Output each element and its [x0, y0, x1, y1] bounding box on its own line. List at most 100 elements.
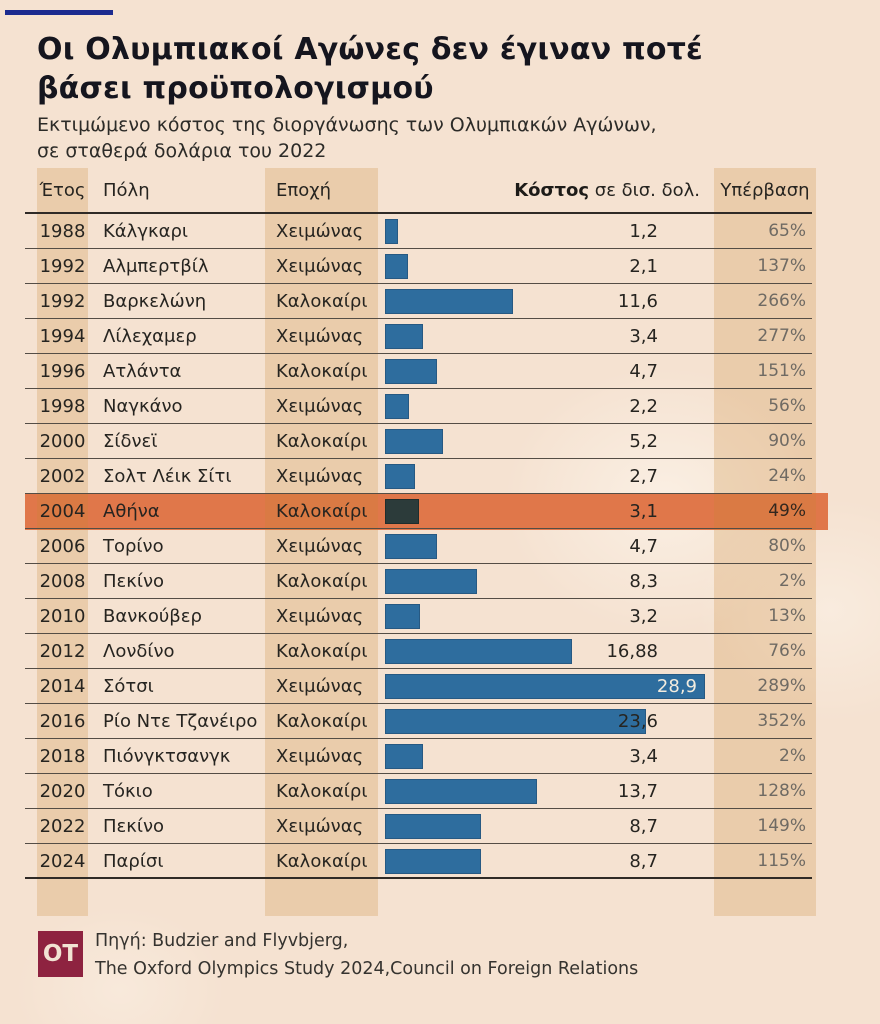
- overrun-value: 128%: [757, 781, 806, 801]
- table-row: 2012 Λονδίνο Καλοκαίρι 16,88 76%: [0, 634, 880, 669]
- page-subtitle-line2: σε σταθερά δολάρια του 2022: [37, 140, 327, 162]
- city-cell: Κάλγκαρι: [103, 221, 188, 242]
- ot-logo: OT: [38, 931, 83, 977]
- overrun-value: 13%: [768, 606, 806, 626]
- city-cell: Πιόνγκτσανγκ: [103, 746, 231, 767]
- overrun-value: 149%: [757, 816, 806, 836]
- cost-bar: [385, 814, 481, 839]
- cost-value: 8,7: [629, 851, 658, 872]
- table-row: 2020 Τόκιο Καλοκαίρι 13,7 128%: [0, 774, 880, 809]
- season-cell: Χειμώνας: [276, 466, 364, 487]
- cost-value: 3,1: [629, 501, 658, 522]
- table-row: 1992 Βαρκελώνη Καλοκαίρι 11,6 266%: [0, 284, 880, 319]
- table-row: 1988 Κάλγκαρι Χειμώνας 1,2 65%: [0, 214, 880, 249]
- table-row: 2018 Πιόνγκτσανγκ Χειμώνας 3,4 2%: [0, 739, 880, 774]
- cost-bar: [385, 849, 481, 874]
- source-line2: The Oxford Olympics Study 2024,Council o…: [95, 959, 639, 979]
- cost-value: 23,6: [617, 711, 658, 732]
- cost-value: 2,7: [629, 466, 658, 487]
- year-cell: 2000: [39, 431, 86, 452]
- table-row: 1996 Ατλάντα Καλοκαίρι 4,7 151%: [0, 354, 880, 389]
- season-cell: Καλοκαίρι: [276, 361, 368, 382]
- cost-value: 28,9: [656, 676, 697, 697]
- overrun-value: 151%: [757, 361, 806, 381]
- season-cell: Χειμώνας: [276, 221, 364, 242]
- cost-bar: [385, 359, 437, 384]
- cost-value: 2,2: [629, 396, 658, 417]
- ot-logo-text: OT: [42, 941, 79, 967]
- table-row: 2000 Σίδνεϊ Καλοκαίρι 5,2 90%: [0, 424, 880, 459]
- year-cell: 1988: [39, 221, 86, 242]
- season-cell: Χειμώνας: [276, 676, 364, 697]
- year-cell: 2002: [39, 466, 86, 487]
- header-cost-bold: Κόστος: [514, 180, 590, 201]
- table-row: 2010 Βανκούβερ Χειμώνας 3,2 13%: [0, 599, 880, 634]
- table-row: 2008 Πεκίνο Καλοκαίρι 8,3 2%: [0, 564, 880, 599]
- cost-value: 2,1: [629, 256, 658, 277]
- table-row: 2022 Πεκίνο Χειμώνας 8,7 149%: [0, 809, 880, 844]
- overrun-value: 49%: [768, 501, 806, 521]
- overrun-value: 289%: [757, 676, 806, 696]
- overrun-value: 80%: [768, 536, 806, 556]
- cost-value: 1,2: [629, 221, 658, 242]
- city-cell: Ρίο Ντε Τζανέιρο: [103, 711, 258, 732]
- table-row: 2016 Ρίο Ντε Τζανέιρο Καλοκαίρι 23,6 352%: [0, 704, 880, 739]
- overrun-value: 266%: [757, 291, 806, 311]
- year-cell: 2014: [39, 676, 86, 697]
- season-cell: Καλοκαίρι: [276, 641, 368, 662]
- cost-bar: [385, 569, 477, 594]
- season-cell: Χειμώνας: [276, 256, 364, 277]
- cost-bar: [385, 324, 423, 349]
- page-title-line1: Οι Ολυμπιακοί Αγώνες δεν έγιναν ποτέ: [37, 32, 703, 67]
- city-cell: Τορίνο: [103, 536, 164, 557]
- cost-value: 4,7: [629, 361, 658, 382]
- cost-value: 13,7: [617, 781, 658, 802]
- olympics-cost-table: Έτος Πόλη Εποχή Κόστος σε δισ. δολ. Υπέρ…: [0, 168, 880, 916]
- page-subtitle: Εκτιμώμενο κόστος της διοργάνωσης των Ολ…: [37, 112, 657, 164]
- year-cell: 2018: [39, 746, 86, 767]
- season-cell: Χειμώνας: [276, 746, 364, 767]
- page-title: Οι Ολυμπιακοί Αγώνες δεν έγιναν ποτέ βάσ…: [37, 30, 703, 108]
- year-cell: 2008: [39, 571, 86, 592]
- season-cell: Καλοκαίρι: [276, 431, 368, 452]
- cost-value: 3,4: [629, 746, 658, 767]
- year-cell: 2012: [39, 641, 86, 662]
- season-cell: Καλοκαίρι: [276, 571, 368, 592]
- season-cell: Καλοκαίρι: [276, 291, 368, 312]
- table-row: 2006 Τορίνο Χειμώνας 4,7 80%: [0, 529, 880, 564]
- season-cell: Χειμώνας: [276, 606, 364, 627]
- year-cell: 2004: [39, 501, 86, 522]
- cost-bar: [385, 429, 443, 454]
- year-cell: 1992: [39, 291, 86, 312]
- header-year: Έτος: [39, 180, 86, 201]
- cost-bar: [385, 744, 423, 769]
- overrun-value: 76%: [768, 641, 806, 661]
- table-body: 1988 Κάλγκαρι Χειμώνας 1,2 65% 1992 Αλμπερτβίλ…: [0, 214, 880, 879]
- overrun-value: 137%: [757, 256, 806, 276]
- cost-value: 8,7: [629, 816, 658, 837]
- year-cell: 2016: [39, 711, 86, 732]
- city-cell: Ατλάντα: [103, 361, 182, 382]
- table-row: 2004 Αθήνα Καλοκαίρι 3,1 49%: [0, 494, 880, 529]
- table-row: 1992 Αλμπερτβίλ Χειμώνας 2,1 137%: [0, 249, 880, 284]
- city-cell: Λονδίνο: [103, 641, 175, 662]
- overrun-value: 277%: [757, 326, 806, 346]
- table-row: 2024 Παρίσι Καλοκαίρι 8,7 115%: [0, 844, 880, 879]
- overrun-value: 24%: [768, 466, 806, 486]
- page-title-line2: βάσει προϋπολογισμού: [37, 71, 434, 106]
- overrun-value: 65%: [768, 221, 806, 241]
- overrun-value: 2%: [779, 571, 806, 591]
- year-cell: 1996: [39, 361, 86, 382]
- cost-value: 4,7: [629, 536, 658, 557]
- cost-bar: [385, 534, 437, 559]
- overrun-value: 2%: [779, 746, 806, 766]
- cost-value: 5,2: [629, 431, 658, 452]
- season-cell: Χειμώνας: [276, 816, 364, 837]
- cost-bar: [385, 254, 408, 279]
- season-cell: Καλοκαίρι: [276, 781, 368, 802]
- cost-bar: [385, 499, 419, 524]
- cost-value: 8,3: [629, 571, 658, 592]
- city-cell: Αθήνα: [103, 501, 160, 522]
- year-cell: 1998: [39, 396, 86, 417]
